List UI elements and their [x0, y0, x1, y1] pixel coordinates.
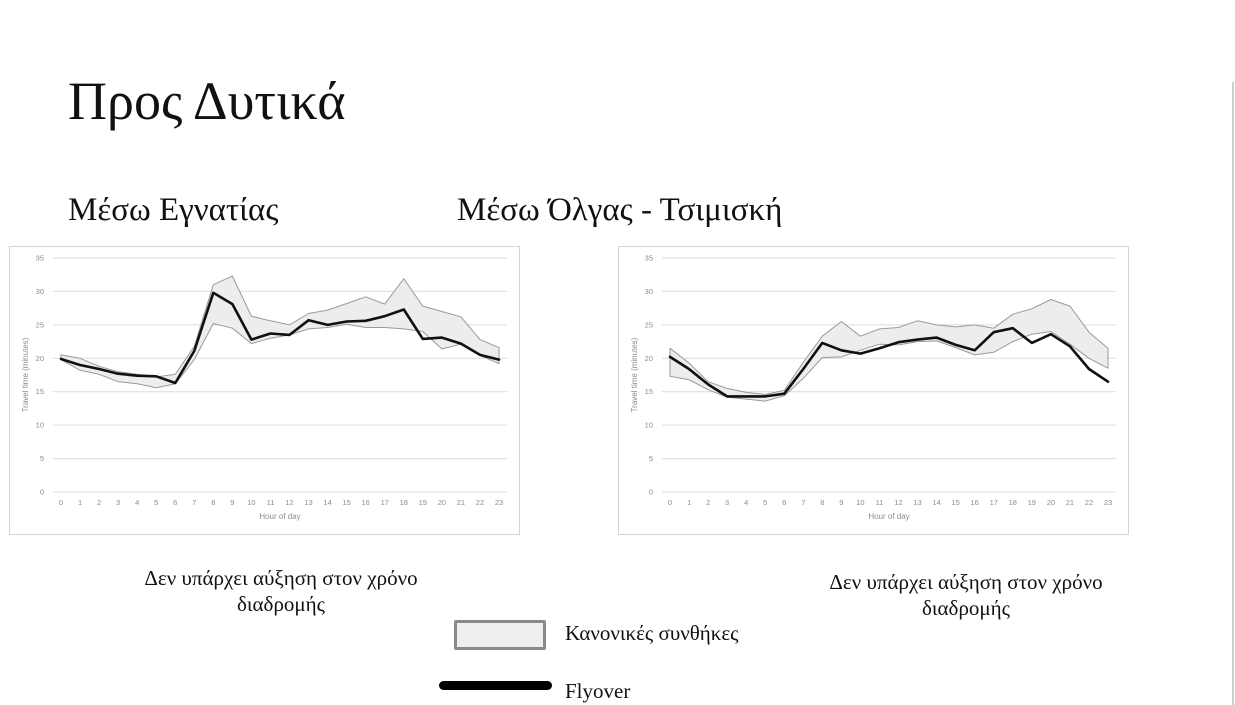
right-edge-divider	[1232, 82, 1234, 705]
y-tick-label: 10	[36, 421, 44, 430]
x-tick-label: 4	[135, 498, 139, 507]
y-tick-label: 5	[649, 454, 653, 463]
x-tick-label: 17	[381, 498, 389, 507]
x-tick-label: 3	[116, 498, 120, 507]
normal-conditions-band	[60, 275, 500, 389]
right-chart-heading: Μέσω Όλγας - Τσιμισκή	[457, 192, 783, 228]
x-tick-label: 11	[267, 498, 275, 507]
y-tick-label: 20	[645, 354, 653, 363]
x-tick-label: 6	[173, 498, 177, 507]
y-tick-label: 15	[36, 387, 44, 396]
y-tick-label: 30	[36, 287, 44, 296]
x-tick-label: 0	[59, 498, 63, 507]
x-tick-label: 15	[951, 498, 959, 507]
x-tick-label: 0	[668, 498, 672, 507]
x-tick-label: 7	[801, 498, 805, 507]
x-tick-label: 2	[706, 498, 710, 507]
x-tick-label: 19	[1028, 498, 1036, 507]
x-tick-label: 17	[990, 498, 998, 507]
x-tick-label: 13	[304, 498, 312, 507]
x-tick-label: 22	[476, 498, 484, 507]
flyover-series-line	[59, 291, 501, 385]
legend-line-swatch	[439, 681, 552, 690]
x-tick-label: 23	[495, 498, 503, 507]
y-tick-label: 25	[36, 320, 44, 329]
x-tick-label: 7	[192, 498, 196, 507]
legend-band-label: Κανονικές συνθήκες	[565, 621, 739, 645]
legend-line-label: Flyover	[565, 679, 631, 703]
x-tick-label: 1	[78, 498, 82, 507]
x-tick-label: 13	[913, 498, 921, 507]
x-tick-label: 11	[876, 498, 884, 507]
x-tick-label: 12	[894, 498, 902, 507]
left-chart-heading: Μέσω Εγνατίας	[68, 192, 279, 228]
x-tick-label: 15	[342, 498, 350, 507]
legend-band-swatch	[454, 620, 546, 650]
y-tick-label: 35	[645, 254, 653, 263]
x-tick-label: 21	[1066, 498, 1074, 507]
x-tick-label: 3	[725, 498, 729, 507]
x-tick-label: 6	[782, 498, 786, 507]
x-tick-label: 22	[1085, 498, 1093, 507]
y-tick-label: 10	[645, 421, 653, 430]
y-tick-label: 15	[645, 387, 653, 396]
x-axis-title: Hour of day	[868, 512, 909, 521]
x-tick-label: 18	[1009, 498, 1017, 507]
normal-conditions-band	[669, 299, 1109, 402]
x-tick-label: 5	[763, 498, 767, 507]
y-tick-label: 5	[40, 454, 44, 463]
right-chart-caption: Δεν υπάρχει αύξηση στον χρόνο διαδρομής	[829, 570, 1103, 621]
x-tick-label: 1	[687, 498, 691, 507]
y-tick-label: 0	[40, 488, 44, 497]
x-tick-label: 9	[839, 498, 843, 507]
x-tick-label: 20	[1047, 498, 1055, 507]
y-tick-label: 30	[645, 287, 653, 296]
x-tick-label: 21	[457, 498, 465, 507]
page-title: Προς Δυτικά	[68, 71, 346, 131]
left-chart: 0 5 10 15 20 25 30 35 0 1 2 3 4 5 6 7 8 9 10 11 12 13 14 15 16 17…	[9, 246, 520, 535]
x-tick-label: 16	[362, 498, 370, 507]
x-tick-label: 8	[820, 498, 824, 507]
x-tick-label: 10	[856, 498, 864, 507]
y-tick-label: 35	[36, 254, 44, 263]
x-tick-label: 12	[285, 498, 293, 507]
x-tick-label: 20	[438, 498, 446, 507]
left-chart-caption: Δεν υπάρχει αύξηση στον χρόνο διαδρομής	[144, 566, 418, 617]
y-axis-title: Travel time (minutes)	[21, 337, 30, 412]
x-axis-title: Hour of day	[259, 512, 300, 521]
x-tick-label: 16	[971, 498, 979, 507]
y-tick-label: 25	[645, 320, 653, 329]
x-tick-label: 19	[419, 498, 427, 507]
x-tick-label: 2	[97, 498, 101, 507]
x-tick-label: 14	[932, 498, 940, 507]
x-tick-label: 5	[154, 498, 158, 507]
x-tick-label: 23	[1104, 498, 1112, 507]
x-tick-label: 4	[744, 498, 748, 507]
y-axis-title: Travel time (minutes)	[630, 337, 639, 412]
x-tick-label: 8	[211, 498, 215, 507]
y-tick-label: 0	[649, 488, 653, 497]
x-tick-label: 14	[323, 498, 331, 507]
y-tick-label: 20	[36, 354, 44, 363]
flyover-series-line	[668, 326, 1110, 398]
right-chart: 0 5 10 15 20 25 30 35 0 1 2 3 4 5 6 7 8 9 10 11 12 13 14 15 16 17…	[618, 246, 1129, 535]
x-tick-label: 9	[230, 498, 234, 507]
x-tick-label: 10	[247, 498, 255, 507]
x-tick-label: 18	[400, 498, 408, 507]
